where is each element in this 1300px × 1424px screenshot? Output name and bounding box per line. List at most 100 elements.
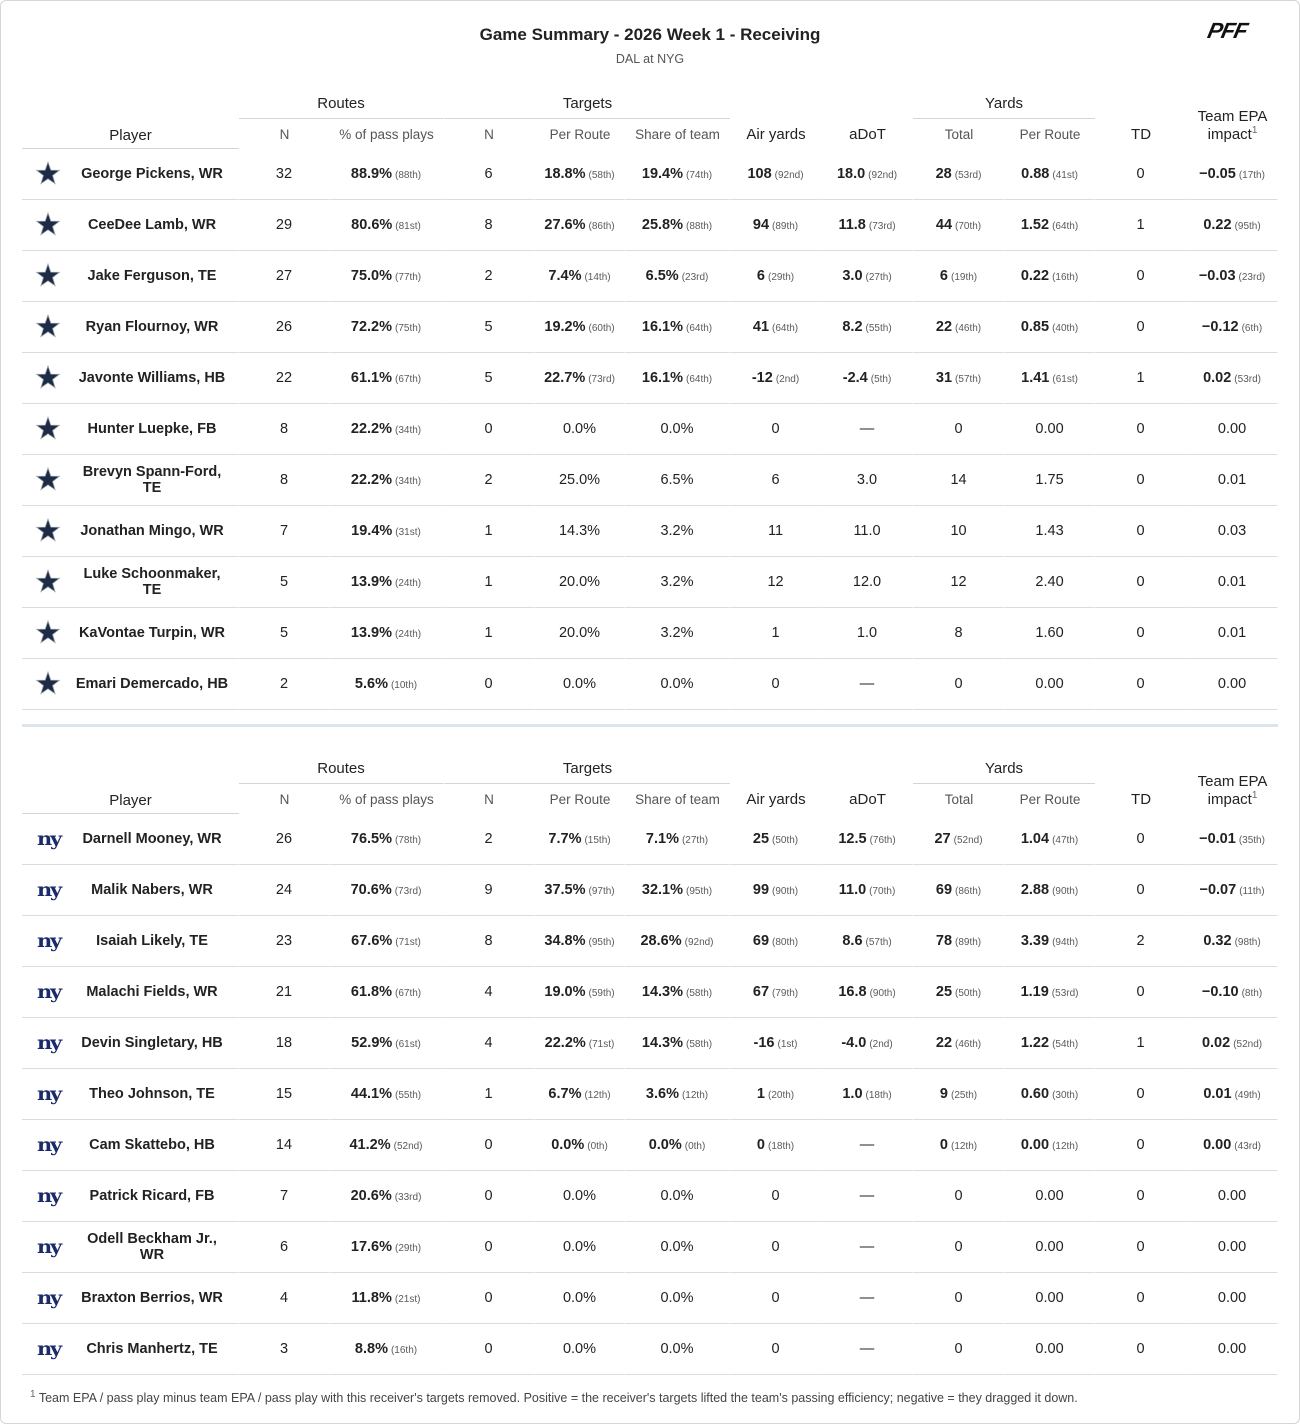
stat-value: — — [859, 1239, 875, 1255]
stat-cell: 70.6% (73rd) — [330, 865, 443, 916]
percentile: (0th) — [587, 1141, 608, 1152]
stat-cell: 0.00 — [1187, 1171, 1279, 1222]
stat-cell: 1.41 (61st) — [1005, 353, 1096, 404]
stat-cell: 69 (80th) — [730, 916, 823, 967]
player: ny Theo Johnson, TE — [22, 1069, 238, 1119]
stat-value: 28 — [935, 166, 952, 182]
player-row: CeeDee Lamb, WR 29 80.6% (81st) 8 27.6% (86th)… — [22, 200, 1279, 251]
player-name: Jonathan Mingo, WR — [80, 523, 224, 539]
percentile: (10th) — [390, 680, 418, 691]
stat-value: 0.0% — [648, 1137, 682, 1153]
stat-cell: 61.8% (67th) — [330, 967, 443, 1018]
stat-cell: 72.2% (75th) — [330, 302, 443, 353]
stat-cell: 0.00 — [1187, 404, 1279, 455]
stat-value: 0 — [954, 1341, 963, 1357]
player: Emari Demercado, HB — [22, 659, 238, 709]
stat-cell: 1 — [1095, 1018, 1188, 1069]
percentile: (89th) — [955, 937, 982, 948]
stat-cell: 0 — [1095, 251, 1188, 302]
stat-value: 0.85 — [1020, 319, 1050, 335]
stat-value: 0.0% — [660, 676, 694, 692]
stat-cell: 44 (70th) — [913, 200, 1006, 251]
percentile: (64th) — [772, 323, 799, 334]
stat-value: 8 — [484, 217, 493, 233]
percentile: (6th) — [1241, 323, 1263, 334]
stat-cell: 0 — [1095, 1222, 1188, 1273]
stat-cell: 7 — [239, 506, 330, 557]
percentile: (55th) — [865, 323, 892, 334]
stat-value: 0 — [1136, 1341, 1145, 1357]
player-cell: ny Theo Johnson, TE — [22, 1069, 239, 1120]
stat-value: 31 — [935, 370, 953, 386]
stat-value: 26 — [275, 831, 293, 847]
percentile: (95th) — [1234, 221, 1261, 232]
team-icon — [22, 161, 74, 187]
stat-cell: 0 (12th) — [913, 1120, 1006, 1171]
stat-value: 0 — [1136, 1290, 1145, 1306]
player-header: Player — [22, 747, 239, 814]
stat-value: 52.9% — [351, 1035, 393, 1051]
stat-value: 0.22 — [1020, 268, 1050, 284]
stat-value: 1 — [484, 625, 493, 641]
percentile: (25th) — [950, 1090, 978, 1101]
percentile: (95th) — [686, 886, 713, 897]
stat-value: 61.8% — [350, 984, 392, 1000]
group-row: Player Routes Targets Air yards aDoT Yards TD T… — [22, 747, 1278, 814]
stat-value: 27.6% — [544, 217, 586, 233]
team-icon: ny — [22, 879, 74, 901]
stat-value: 9 — [939, 1086, 948, 1102]
percentile: (71st) — [588, 1039, 615, 1050]
percentile: (41st) — [1052, 170, 1078, 181]
player-cell: George Pickens, WR — [22, 149, 239, 200]
stat-value: 4 — [279, 1290, 289, 1306]
percentile: (2nd) — [869, 1039, 893, 1050]
stat-value: 0.0% — [562, 1188, 597, 1204]
stat-cell: 2.40 — [1005, 557, 1096, 608]
percentile: (50th) — [772, 835, 799, 846]
percentile: (75th) — [395, 323, 422, 334]
stat-value: 8.2 — [842, 319, 863, 335]
percentile: (0th) — [684, 1141, 706, 1152]
stat-cell: 26 — [239, 302, 330, 353]
player-row: ny Malachi Fields, WR 21 61.8% (67th) 4 19.0%(… — [22, 967, 1279, 1018]
stat-cell: 0 — [443, 1171, 535, 1222]
player-cell: ny Darnell Mooney, WR — [22, 814, 239, 865]
stat-cell: 5.6% (10th) — [330, 659, 443, 710]
table-header: Player Routes Targets Air yards aDoT Yards TD T… — [22, 747, 1278, 814]
player: Jake Ferguson, TE — [22, 251, 238, 301]
stat-cell: 0.00 — [1005, 1222, 1096, 1273]
player-cell: KaVontae Turpin, WR — [22, 608, 239, 659]
stat-cell: 0.00 — [1005, 1171, 1096, 1222]
stat-value: 7 — [279, 523, 289, 539]
percentile: (78th) — [395, 835, 422, 846]
stat-cell: 0 — [1095, 608, 1188, 659]
percentile: (73rd) — [868, 221, 896, 232]
stat-value: 1 — [484, 1086, 493, 1102]
stat-value: 0.00 — [1217, 1341, 1247, 1357]
stat-value: 10 — [950, 523, 967, 539]
player-cell: ny Patrick Ricard, FB — [22, 1171, 239, 1222]
stat-cell: 4 — [239, 1273, 330, 1324]
stat-cell: 0 — [443, 1222, 535, 1273]
percentile: (23rd) — [681, 272, 709, 283]
percentile: (47th) — [1052, 835, 1079, 846]
percentile: (92nd) — [774, 170, 804, 181]
percentile: (64th) — [686, 323, 713, 334]
stat-cell: 7 — [239, 1171, 330, 1222]
percentile: (54th) — [1052, 1039, 1079, 1050]
stat-cell: 0 — [913, 404, 1006, 455]
stat-value: 0.00 — [1035, 1239, 1064, 1255]
stat-value: 29 — [275, 217, 293, 233]
stat-cell: 80.6% (81st) — [330, 200, 443, 251]
stat-value: 69 — [752, 933, 770, 949]
group-header: Targets — [443, 82, 731, 119]
stat-cell: 0.0% — [625, 1324, 731, 1375]
player-row: KaVontae Turpin, WR 5 13.9% (24th) 1 20.0% 3.2… — [22, 608, 1279, 659]
player: George Pickens, WR — [22, 149, 238, 199]
stat-cell: 0 — [443, 1324, 535, 1375]
stat-value: 0.00 — [1035, 1341, 1064, 1357]
stat-cell: −0.05 (17th) — [1187, 149, 1279, 200]
subheader: N — [484, 791, 494, 807]
player-cell: ny Malik Nabers, WR — [22, 865, 239, 916]
player-row: ny Cam Skattebo, HB 14 41.2% (52nd) 0 0.0% (0th… — [22, 1120, 1279, 1171]
